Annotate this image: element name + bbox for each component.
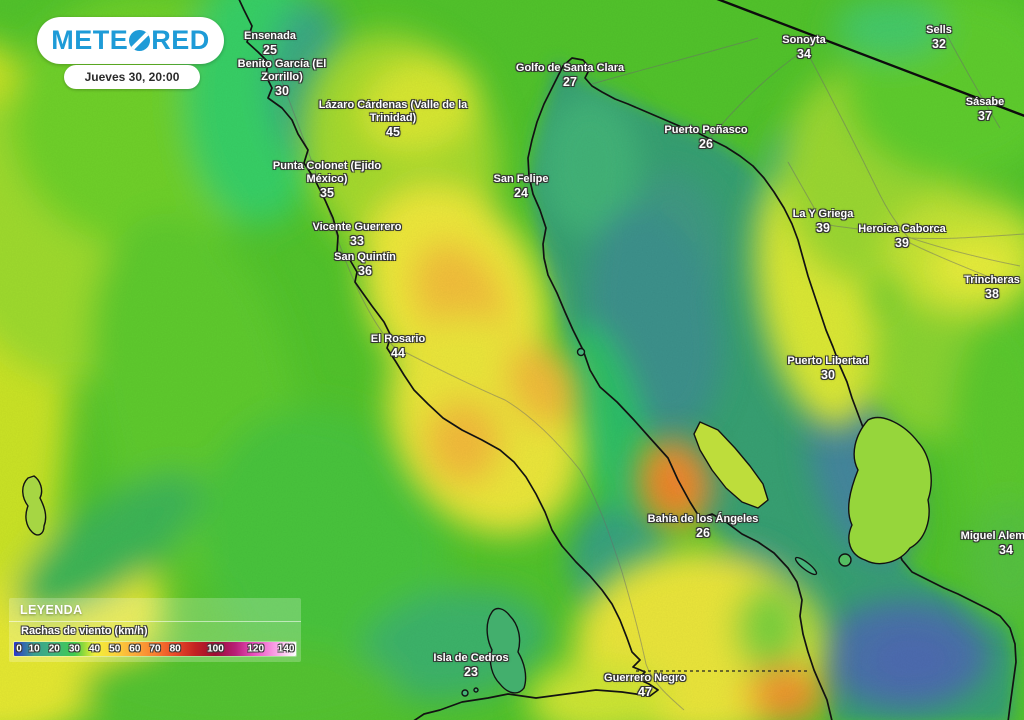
isla-san-lorenzo — [794, 556, 818, 576]
isla-guadalupe — [22, 475, 47, 536]
legend-panel: LEYENDA Rachas de viento (km/h) 0 10 20 30 4… — [9, 598, 301, 662]
legend-tick: 60 — [129, 643, 141, 655]
logo-text-suffix: RED — [151, 25, 210, 55]
logo-text-prefix: METE — [51, 25, 129, 55]
isla-cedros — [486, 607, 527, 694]
legend-tick: 70 — [149, 643, 161, 655]
legend-tick: 0 — [16, 643, 22, 655]
isla-tiburon — [848, 416, 932, 565]
legend-tick: 30 — [68, 643, 80, 655]
roads — [267, 21, 1024, 711]
legend-tick: 120 — [247, 643, 265, 655]
legend-title: LEYENDA — [20, 603, 83, 617]
isla-angel-de-la-guarda — [693, 421, 769, 509]
legend-tick: 140 — [277, 643, 295, 655]
legend-tick: 20 — [48, 643, 60, 655]
forecast-time-label: Jueves 30, 20:00 — [84, 70, 180, 84]
meteored-logo-text: METE RED — [51, 25, 210, 56]
legend-tick: 40 — [89, 643, 101, 655]
legend-divider — [9, 621, 301, 622]
islands — [22, 347, 932, 697]
meteored-logo[interactable]: METE RED — [37, 17, 224, 64]
legend-tick: 100 — [207, 643, 224, 655]
wind-gust-color-scale: 0 10 20 30 40 50 60 70 80 100 120 140 — [14, 642, 296, 656]
legend-tick: 80 — [169, 643, 181, 655]
legend-tick: 50 — [109, 643, 121, 655]
forecast-time-chip: Jueves 30, 20:00 — [64, 65, 200, 89]
us-mexico-border-line — [716, 0, 1024, 118]
legend-tick: 10 — [28, 643, 40, 655]
meteored-o-icon — [129, 30, 151, 51]
isla-san-esteban — [838, 553, 852, 567]
legend-subtitle: Rachas de viento (km/h) — [21, 625, 148, 637]
